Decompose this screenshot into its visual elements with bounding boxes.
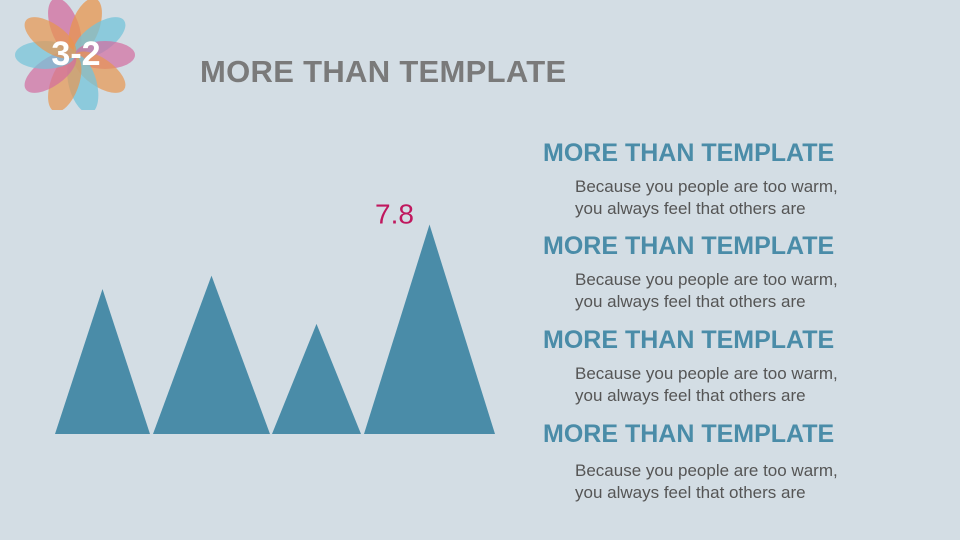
chart-bar-2 — [153, 275, 270, 434]
page-title: MORE THAN TEMPLATE — [200, 54, 567, 89]
item-body-1-line-1: Because you people are too warm, — [575, 177, 838, 196]
item-body-2-line-1: Because you people are too warm, — [575, 270, 838, 289]
item-body-1-line-2: you always feel that others are — [575, 199, 806, 218]
item-heading-4: MORE THAN TEMPLATE — [543, 420, 835, 448]
item-body-3-line-2: you always feel that others are — [575, 386, 806, 405]
item-heading-2: MORE THAN TEMPLATE — [543, 232, 835, 260]
flower-logo-icon — [15, 0, 135, 110]
triangle-bar-chart: 7.8 — [55, 199, 495, 434]
chart-bar-4 — [364, 224, 495, 434]
item-heading-1: MORE THAN TEMPLATE — [543, 139, 835, 167]
item-body-4-line-1: Because you people are too warm, — [575, 461, 838, 480]
chart-data-label-4: 7.8 — [375, 199, 414, 230]
item-body-2-line-2: you always feel that others are — [575, 292, 806, 311]
section-number: 3-2 — [51, 35, 101, 73]
chart-bar-3 — [272, 323, 361, 434]
item-body-3-line-1: Because you people are too warm, — [575, 364, 838, 383]
chart-bar-1 — [55, 289, 150, 434]
item-body-4-line-2: you always feel that others are — [575, 483, 806, 502]
item-heading-3: MORE THAN TEMPLATE — [543, 326, 835, 354]
